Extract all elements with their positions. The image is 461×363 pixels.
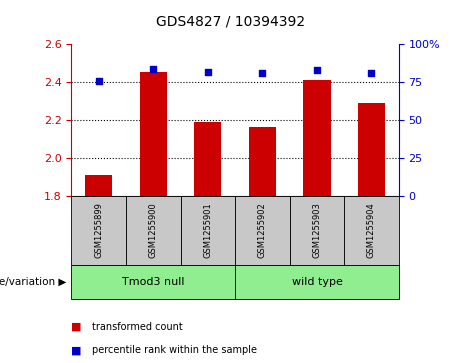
Bar (249, 127, 276, 196)
Text: Tmod3 null: Tmod3 null (122, 277, 184, 287)
Text: transformed count: transformed count (92, 322, 183, 332)
Point (149, 66, 157, 72)
Text: wild type: wild type (291, 277, 343, 287)
Bar (85, 175, 112, 196)
Point (204, 69, 212, 75)
Text: GSM1255903: GSM1255903 (313, 203, 321, 258)
Bar (303, 80, 331, 196)
Bar (140, 72, 167, 196)
Text: percentile rank within the sample: percentile rank within the sample (92, 345, 257, 355)
Bar (194, 122, 221, 196)
Point (368, 70, 375, 76)
Point (313, 68, 321, 73)
Text: genotype/variation ▶: genotype/variation ▶ (0, 277, 67, 287)
Text: GSM1255904: GSM1255904 (367, 203, 376, 258)
Text: GSM1255899: GSM1255899 (94, 203, 103, 258)
Text: ■: ■ (71, 345, 82, 355)
Point (95, 78, 102, 84)
Text: GSM1255900: GSM1255900 (149, 203, 158, 258)
Text: GDS4827 / 10394392: GDS4827 / 10394392 (156, 15, 305, 29)
Text: ■: ■ (71, 322, 82, 332)
Bar (358, 103, 385, 196)
Point (259, 70, 266, 76)
Text: GSM1255901: GSM1255901 (203, 203, 213, 258)
Text: GSM1255902: GSM1255902 (258, 203, 267, 258)
